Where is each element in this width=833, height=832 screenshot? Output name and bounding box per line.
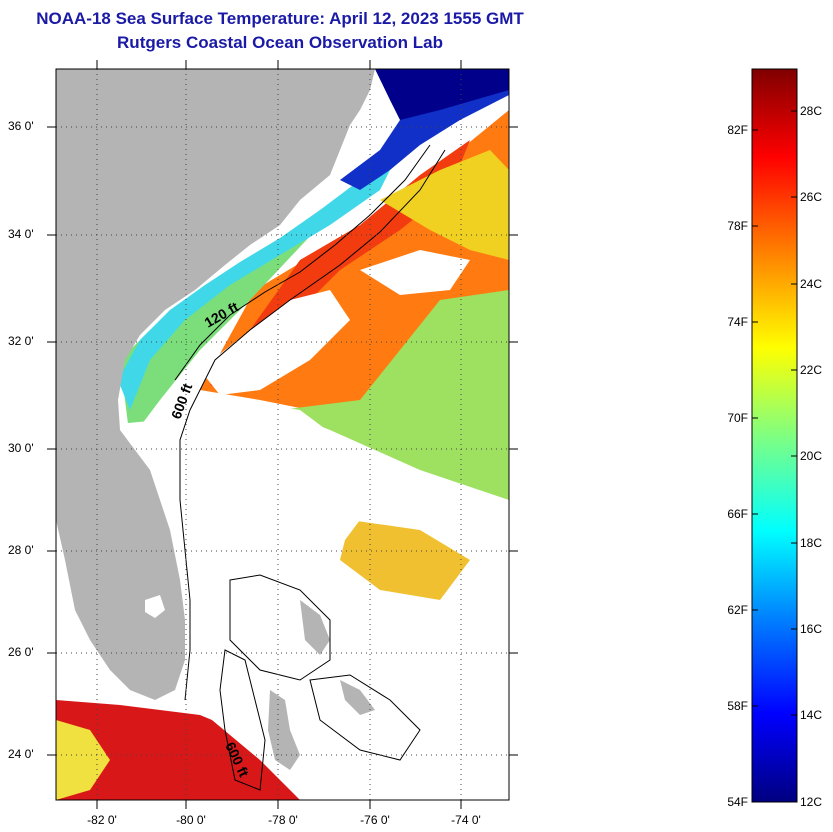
map-subtitle: Rutgers Coastal Ocean Observation Lab: [117, 33, 443, 52]
colorbar-c-label: 26C: [800, 190, 823, 204]
lon-label: -74 0': [451, 813, 481, 827]
land-bahamas-abaco: [300, 600, 330, 655]
colorbar-f-label: 54F: [727, 795, 748, 809]
colorbar-c-label: 12C: [800, 795, 823, 809]
land-bahamas-andros: [268, 690, 300, 770]
lat-label: 34 0': [8, 227, 34, 241]
colorbar-f-label: 82F: [727, 123, 748, 137]
colorbar-c-label: 16C: [800, 622, 823, 636]
cloud-patch: [360, 250, 470, 295]
colorbar: [751, 68, 798, 803]
axis-ticks: [47, 60, 518, 809]
sst-yellow-patch: [340, 520, 470, 600]
contour-120ft: [174, 144, 431, 381]
colorbar-c-label: 22C: [800, 363, 823, 377]
land-mainland: [56, 69, 375, 700]
sst-yellow-band: [380, 150, 509, 260]
land-bahamas-eleuthera: [340, 680, 375, 715]
colorbar-c-label: 24C: [800, 277, 823, 291]
cloud-mask: [56, 400, 509, 800]
map-title: NOAA-18 Sea Surface Temperature: April 1…: [36, 9, 524, 28]
colorbar-f-label: 78F: [727, 219, 748, 233]
lon-label: -76 0': [360, 813, 390, 827]
sst-coastal-green: [120, 215, 330, 440]
colorbar-f-label: 70F: [727, 411, 748, 425]
colorbar-c-label: 14C: [800, 708, 823, 722]
land-lake: [145, 595, 165, 618]
lat-label: 30 0': [8, 441, 34, 455]
sst-coastal-cyan: [118, 160, 395, 410]
graticule: [56, 69, 509, 800]
lat-label: 24 0': [8, 747, 34, 761]
lat-label: 26 0': [8, 645, 34, 659]
contour-bahamas: [309, 674, 421, 761]
contour-bahamas: [219, 649, 266, 791]
lat-label: 36 0': [8, 119, 34, 133]
lon-label: -82 0': [87, 813, 117, 827]
contour-bahamas: [229, 574, 331, 681]
colorbar-f-label: 58F: [727, 699, 748, 713]
colorbar-f-label: 74F: [727, 315, 748, 329]
contour-600ft: [179, 149, 446, 701]
lon-label: -80 0': [176, 813, 206, 827]
colorbar-c-label: 20C: [800, 449, 823, 463]
cloud-patch: [200, 290, 350, 395]
map-border: [55, 68, 510, 801]
colorbar-c-label: 28C: [800, 104, 823, 118]
colorbar-ticks: [752, 110, 797, 716]
lat-label: 32 0': [8, 334, 34, 348]
colorbar-c-label: 18C: [800, 536, 823, 550]
colorbar-f-label: 62F: [727, 603, 748, 617]
lat-label: 28 0': [8, 543, 34, 557]
colorbar-f-label: 66F: [727, 507, 748, 521]
sst-coldest: [375, 69, 509, 120]
lon-label: -78 0': [268, 813, 298, 827]
